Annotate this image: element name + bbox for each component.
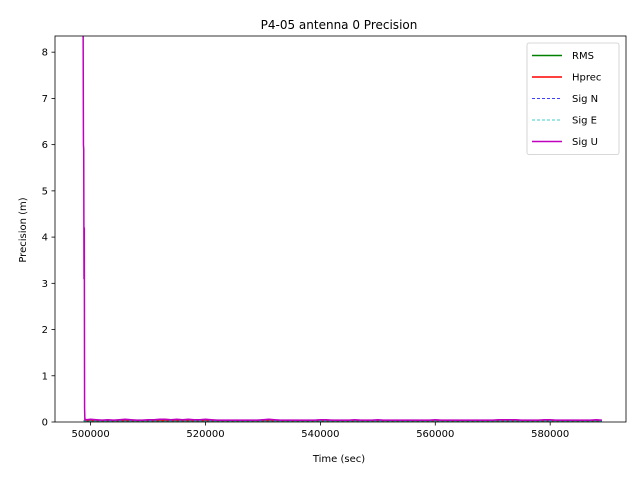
- y-tick-label: 1: [42, 371, 48, 382]
- y-tick-label: 0: [42, 418, 48, 429]
- legend-label: Sig N: [572, 94, 598, 105]
- series-lines: [82, 36, 602, 422]
- legend-box: [526, 42, 620, 155]
- y-tick-label: 3: [42, 279, 48, 290]
- plot-frame: [54, 35, 627, 423]
- y-tick-label: 5: [42, 186, 48, 197]
- x-axis-label: Time (sec): [312, 454, 365, 465]
- legend-label: Hprec: [572, 73, 601, 84]
- y-tick-label: 4: [42, 233, 48, 244]
- x-tick-label: 520000: [186, 429, 224, 440]
- y-tick-label: 8: [42, 48, 48, 59]
- y-tick-label: 6: [42, 140, 48, 151]
- legend-label: Sig U: [572, 137, 598, 148]
- y-axis-label: Precision (m): [18, 197, 29, 262]
- y-axis: 0 1 2 3 4 5 6 7 8: [42, 48, 55, 429]
- legend-label: Sig E: [572, 116, 597, 127]
- x-tick-label: 540000: [301, 429, 339, 440]
- legend: RMS Hprec Sig N Sig E Sig U: [526, 42, 620, 155]
- legend-label: RMS: [572, 51, 594, 62]
- y-tick-label: 7: [42, 94, 48, 105]
- chart-title: P4-05 antenna 0 Precision: [261, 18, 418, 32]
- series-line-sig-u: [82, 36, 602, 421]
- x-tick-label: 580000: [531, 429, 569, 440]
- y-tick-label: 2: [42, 325, 48, 336]
- x-tick-label: 560000: [416, 429, 454, 440]
- plot-area: [54, 35, 627, 423]
- x-axis: 500000 520000 540000 560000 580000: [72, 422, 569, 440]
- x-tick-label: 500000: [72, 429, 110, 440]
